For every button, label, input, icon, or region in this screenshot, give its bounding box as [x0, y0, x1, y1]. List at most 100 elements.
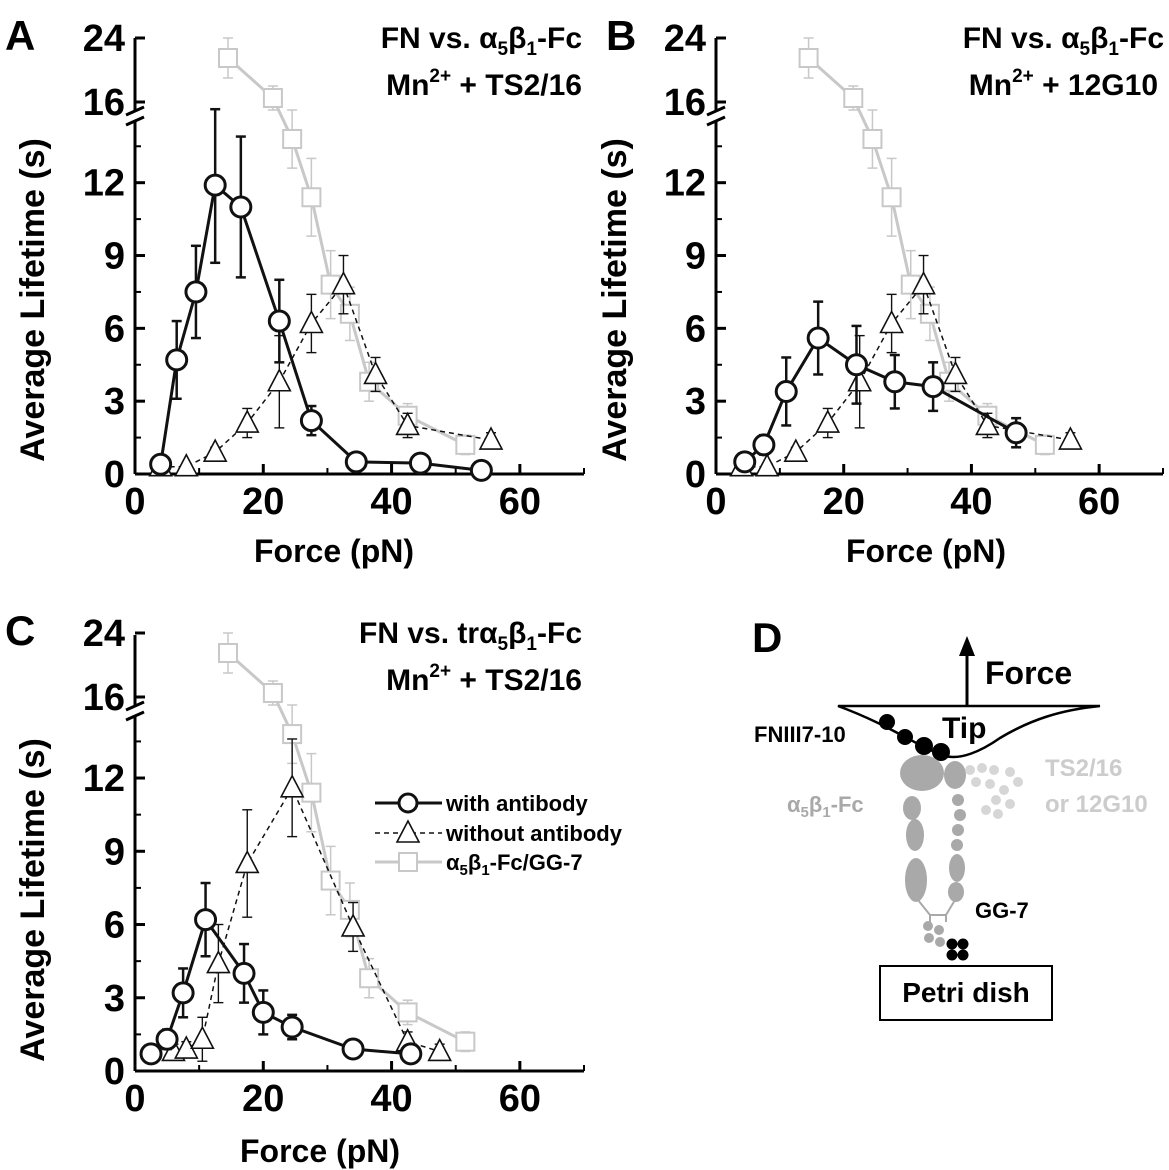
data-point-circle [171, 981, 195, 1005]
legend-item-with: with antibody [375, 791, 589, 816]
integrin-beta-leg [948, 882, 964, 902]
panel-a-title-line2: Mn2+ + TS2/16 [386, 66, 582, 102]
data-point-circle [408, 451, 432, 475]
panel-c-title-line2: Mn2+ + TS2/16 [386, 661, 582, 697]
series-circle [139, 881, 423, 1066]
series-square [218, 632, 476, 1053]
fc-bead [924, 933, 934, 943]
y-tick-label: 0 [104, 1051, 125, 1093]
antibody-bead [965, 765, 975, 775]
integrin-label: α5β1-Fc [787, 792, 864, 821]
y-tick-label: 12 [83, 163, 125, 205]
legend-item-without: without antibody [375, 819, 623, 846]
y-tick-label: 12 [83, 758, 125, 800]
panel-a: A FN vs. α5β1-Fc Mn2+ + TS2/16 Force (pN… [5, 12, 585, 569]
y-tick-label: 16 [83, 82, 125, 124]
antibody-label-2: or 12G10 [1045, 791, 1148, 818]
panel-a-title-line1: FN vs. α5β1-Fc [381, 22, 582, 60]
data-point-triangle [754, 452, 780, 477]
y-tick-label: 6 [685, 308, 706, 350]
data-point-triangle [815, 409, 841, 433]
gg7-bead [946, 938, 958, 950]
petri-dish-box [879, 965, 1053, 1021]
antibody-bead [1013, 777, 1023, 787]
panel-a-xlabel: Force (pN) [254, 533, 414, 569]
y-tick-label: 24 [83, 613, 125, 655]
data-point-circle [232, 961, 256, 985]
fn-bead [897, 729, 913, 745]
gg7-label: GG-7 [975, 898, 1029, 923]
legend-ref-marker [398, 852, 418, 872]
antibody-bead [971, 777, 981, 787]
panel-b-title-line1: FN vs. α5β1-Fc [963, 22, 1164, 60]
x-tick-label: 60 [499, 481, 541, 523]
x-tick-label: 20 [242, 1078, 284, 1120]
data-point-circle [344, 450, 368, 474]
tip-label: Tip [942, 712, 986, 745]
axis-break-mark [706, 115, 726, 127]
data-point-square [218, 643, 239, 663]
data-point-triangle [299, 309, 324, 334]
data-point-circle [844, 353, 868, 377]
fn-bead [915, 737, 933, 755]
data-point-circle [806, 326, 830, 350]
fc-linker [917, 899, 956, 922]
data-point-triangle [331, 270, 356, 295]
data-point-triangle [975, 411, 1000, 436]
y-tick-label: 24 [664, 18, 706, 60]
x-tick-label: 40 [370, 1078, 412, 1120]
data-point-circle [229, 195, 253, 219]
axis-break-mark [125, 710, 145, 722]
panel-c-letter: C [5, 607, 35, 654]
data-point-circle [203, 173, 227, 197]
data-point-circle [149, 452, 173, 476]
x-tick-label: 40 [950, 481, 992, 523]
data-point-square [455, 434, 476, 455]
integrin-beta-bead [952, 794, 964, 806]
legend-without-marker [395, 819, 421, 843]
y-tick-label: 6 [104, 905, 125, 947]
data-point-square [843, 88, 864, 108]
axis-break-mark [125, 700, 145, 712]
data-point-triangle [1058, 426, 1083, 450]
y-tick-label: 9 [104, 831, 125, 873]
gg7-shape [946, 938, 969, 961]
antibody-bead [977, 763, 987, 773]
data-point-triangle [395, 411, 420, 436]
fn-beads [879, 714, 950, 761]
data-point-square [339, 899, 360, 920]
panel-d: D Force Tip FNIII7-10 [752, 614, 1148, 1021]
x-tick-label: 60 [1078, 481, 1120, 523]
integrin-alpha-leg [905, 858, 927, 902]
data-point-triangle [943, 360, 968, 385]
integrin-alpha-leg [903, 796, 921, 820]
panel-b-title-line2: Mn2+ + 12G10 [969, 66, 1158, 102]
data-point-triangle [202, 438, 228, 462]
panel-b: B FN vs. α5β1-Fc Mn2+ + 12G10 Force (pN)… [596, 12, 1164, 569]
panel-b-plot: 0 20 40 60 0 3 6 9 12 16 24 [664, 18, 1164, 523]
gg7-bead [957, 938, 969, 950]
panel-a-title-line1-text: FN vs. α5β1-Fc [381, 22, 582, 60]
x-tick-label: 0 [124, 1078, 145, 1120]
data-point-triangle [340, 913, 366, 937]
panel-c-title-line1: FN vs. trα5β1-Fc [359, 617, 582, 655]
legend-with-label: with antibody [445, 791, 589, 816]
axis-break-mark [706, 105, 726, 117]
fc-bead [935, 937, 945, 947]
y-tick-label: 9 [685, 236, 706, 278]
antibody-label-1: TS2/16 [1045, 755, 1122, 782]
antibody-shape [965, 763, 1023, 819]
series-line [227, 651, 467, 1044]
axis-break-mark [125, 105, 145, 117]
data-point-triangle [173, 452, 199, 477]
y-tick-label: 3 [685, 381, 706, 423]
data-point-circle [883, 370, 907, 394]
integrin-shape [900, 755, 966, 947]
panel-c-xlabel: Force (pN) [240, 1133, 400, 1169]
data-point-triangle [363, 360, 388, 385]
data-point-circle [251, 1000, 275, 1024]
data-point-triangle [234, 849, 260, 874]
data-point-circle [194, 908, 218, 932]
panel-a-letter: A [5, 12, 35, 59]
